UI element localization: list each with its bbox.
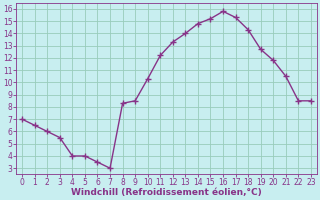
X-axis label: Windchill (Refroidissement éolien,°C): Windchill (Refroidissement éolien,°C) xyxy=(71,188,262,197)
